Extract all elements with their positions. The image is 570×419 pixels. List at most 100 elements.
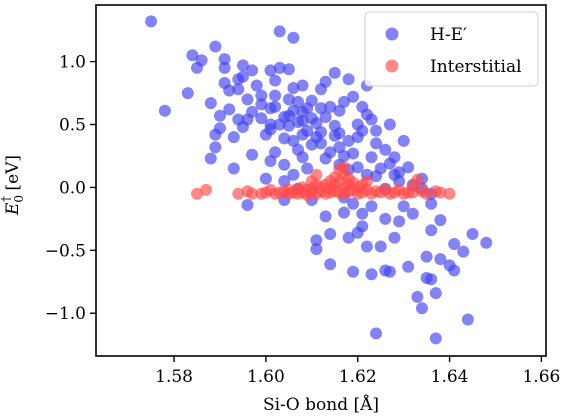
h-e-point-87 — [315, 126, 327, 139]
y-tick-label: 0.0 — [59, 178, 86, 198]
h-e-point-130 — [365, 200, 378, 213]
h-e-point-100 — [333, 141, 346, 154]
h-e-point-114 — [347, 197, 360, 210]
h-e-point-160 — [420, 250, 433, 263]
h-e-point-154 — [406, 207, 419, 220]
legend: H-E′ Interstitial — [364, 11, 539, 87]
x-tick-label: 1.58 — [155, 367, 193, 387]
h-e-point-139 — [379, 212, 392, 225]
h-e-point-117 — [351, 161, 364, 174]
y-axis-label-sub: 0 — [12, 195, 26, 203]
x-axis-label: Si-O bond [Å] — [263, 394, 379, 415]
h-e-point-150 — [397, 134, 410, 147]
h-e-point-81 — [310, 117, 323, 130]
h-e-point-149 — [393, 215, 406, 228]
h-e-point-152 — [402, 161, 415, 174]
h-e-point-172 — [448, 264, 461, 277]
h-e-point-43 — [269, 89, 282, 102]
h-e-point-23 — [236, 59, 249, 72]
legend-marker-h-e — [385, 27, 399, 41]
h-e-point-54 — [278, 175, 291, 188]
h-e-point-10 — [209, 40, 222, 53]
h-e-point-45 — [269, 100, 282, 113]
y-tick-label: 1.0 — [59, 53, 86, 73]
h-e-point-0 — [145, 15, 158, 28]
plot-frame — [95, 4, 547, 357]
h-e-point-94 — [324, 258, 337, 271]
y-axis-label: E0† [eV] — [0, 155, 26, 216]
h-e-point-176 — [480, 236, 493, 249]
h-e-point-74 — [301, 124, 314, 137]
h-e-point-99 — [333, 127, 346, 140]
h-e-point-158 — [416, 302, 428, 315]
h-e-point-133 — [370, 327, 383, 340]
h-e-point-112 — [347, 147, 360, 160]
h-e-point-84 — [315, 137, 327, 150]
h-e-point-122 — [356, 220, 369, 233]
interstitial-point-0 — [191, 187, 203, 200]
y-tick-label: −1.0 — [45, 304, 86, 324]
h-e-point-50 — [278, 132, 291, 145]
h-e-point-168 — [434, 253, 447, 266]
y-tick-label: −0.5 — [45, 241, 86, 261]
h-e-point-17 — [223, 103, 236, 116]
h-e-point-44 — [269, 74, 282, 87]
h-e-point-143 — [383, 265, 396, 278]
h-e-point-167 — [429, 287, 442, 300]
h-e-point-63 — [287, 168, 300, 181]
h-e-point-95 — [324, 228, 337, 240]
h-e-point-5 — [195, 54, 208, 67]
h-e-point-59 — [287, 31, 300, 44]
h-e-point-40 — [264, 123, 277, 136]
y-axis-label-base: E — [3, 202, 23, 216]
h-e-point-52 — [278, 158, 291, 171]
x-tick-label: 1.60 — [247, 367, 285, 387]
h-e-point-27 — [241, 93, 254, 106]
h-e-point-18 — [227, 131, 240, 144]
svg-text:E0† [eV]: E0† [eV] — [0, 155, 26, 216]
interstitial-point-23 — [310, 168, 323, 181]
h-e-point-91 — [319, 210, 332, 223]
h-e-point-55 — [282, 119, 295, 132]
h-e-point-7 — [204, 152, 217, 165]
h-e-point-135 — [374, 162, 387, 175]
h-e-point-141 — [383, 118, 396, 131]
h-e-point-108 — [342, 134, 355, 147]
h-e-point-86 — [315, 102, 327, 115]
h-e-point-136 — [374, 240, 387, 253]
h-e-point-129 — [365, 268, 378, 281]
y-tick-label: 0.5 — [59, 116, 86, 136]
h-e-point-35 — [255, 112, 268, 125]
h-e-point-144 — [388, 151, 401, 164]
h-e-point-31 — [246, 148, 259, 161]
interstitial-point-52 — [360, 175, 373, 188]
x-tick-label: 1.64 — [431, 367, 469, 387]
x-axis: 1.58 1.60 1.62 1.64 1.66 — [155, 356, 560, 387]
h-e-point-126 — [360, 240, 373, 253]
h-e-point-34 — [255, 98, 268, 111]
h-e-point-29 — [246, 64, 259, 77]
h-e-point-104 — [338, 150, 350, 162]
x-tick-label: 1.66 — [522, 367, 560, 387]
y-axis-label-unit: [eV] — [3, 155, 23, 196]
interstitial-point-69 — [434, 186, 447, 199]
h-e-point-132 — [370, 137, 383, 150]
h-e-point-171 — [448, 238, 461, 250]
h-e-point-121 — [356, 207, 369, 220]
h-e-point-32 — [250, 79, 263, 92]
h-e-point-37 — [259, 172, 272, 185]
h-e-point-83 — [310, 243, 323, 256]
h-e-point-47 — [273, 25, 286, 38]
h-e-point-163 — [425, 273, 438, 286]
h-e-point-58 — [282, 93, 295, 106]
legend-label-interstitial: Interstitial — [430, 57, 522, 77]
h-e-point-24 — [236, 70, 249, 83]
h-e-point-162 — [425, 197, 438, 210]
h-e-point-16 — [223, 84, 236, 97]
h-e-point-65 — [292, 95, 304, 108]
h-e-point-70 — [296, 114, 309, 127]
h-e-point-1 — [158, 104, 171, 117]
interstitial-point-65 — [411, 173, 424, 186]
h-e-point-120 — [356, 124, 369, 137]
h-e-point-2 — [181, 87, 194, 100]
